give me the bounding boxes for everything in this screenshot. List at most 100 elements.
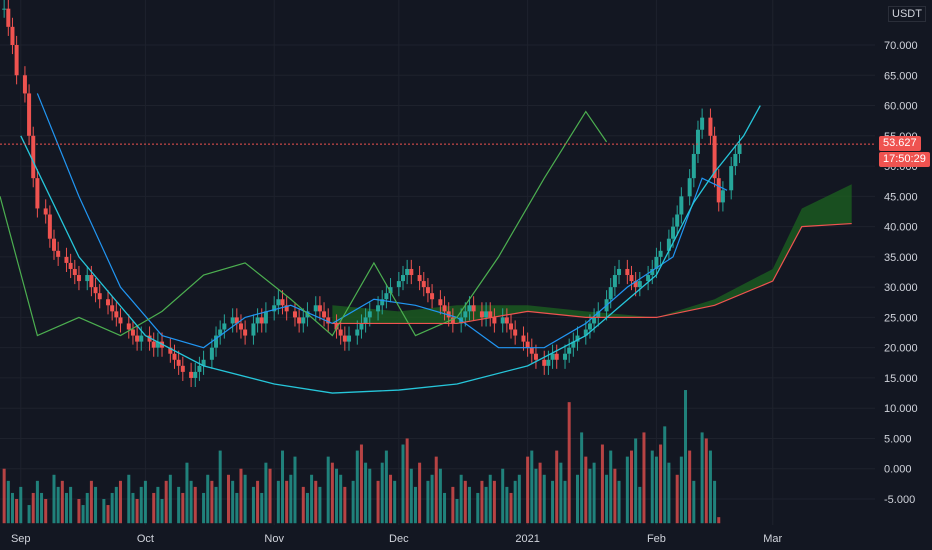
candle-body bbox=[238, 323, 243, 330]
volume-bar bbox=[376, 480, 380, 524]
price-axis[interactable]: 70.00065.00060.00055.00050.00045.00040.0… bbox=[884, 40, 918, 506]
volume-bar bbox=[52, 474, 56, 524]
volume-bar bbox=[634, 438, 638, 524]
candle-body bbox=[666, 238, 671, 251]
volume-bar bbox=[480, 480, 484, 524]
candle-body bbox=[384, 293, 389, 300]
volume-bar bbox=[584, 456, 588, 524]
volume-bar bbox=[94, 486, 98, 524]
volume-bar bbox=[335, 468, 339, 524]
candle-body bbox=[438, 299, 443, 306]
y-tick-label: 30.000 bbox=[884, 282, 918, 294]
ichimoku-cloud bbox=[332, 184, 852, 324]
candle-body bbox=[687, 178, 692, 197]
volume-bar bbox=[2, 468, 6, 524]
candle-body bbox=[292, 311, 297, 318]
candle-body bbox=[376, 305, 381, 312]
volume-bar bbox=[139, 486, 143, 524]
candle-body bbox=[421, 281, 426, 288]
volume-bar bbox=[675, 474, 679, 524]
candle-body bbox=[671, 226, 676, 239]
currency-unit-label[interactable]: USDT bbox=[888, 6, 926, 22]
volume-bar bbox=[713, 480, 717, 524]
candle-body bbox=[14, 45, 19, 76]
candle-body bbox=[106, 299, 111, 306]
volume-bar bbox=[684, 390, 688, 524]
volume-bar bbox=[285, 480, 289, 524]
y-tick-label: 70.000 bbox=[884, 40, 918, 52]
volume-bar bbox=[276, 480, 280, 524]
candle-body bbox=[563, 353, 568, 360]
volume-bar bbox=[143, 480, 147, 524]
chart-grid bbox=[0, 0, 875, 525]
candle-body bbox=[484, 311, 489, 318]
volume-bar bbox=[364, 462, 368, 524]
candle-body bbox=[176, 359, 181, 366]
candle-body bbox=[114, 311, 119, 318]
candle-body bbox=[513, 329, 518, 336]
candle-body bbox=[587, 323, 592, 330]
candle-body bbox=[533, 353, 538, 360]
candle-body bbox=[126, 323, 131, 330]
candle-body bbox=[342, 335, 347, 342]
candle-body bbox=[396, 281, 401, 288]
volume-bar bbox=[501, 468, 505, 524]
volume-bar bbox=[650, 450, 654, 524]
candle-body bbox=[189, 371, 194, 378]
candle-body bbox=[72, 268, 77, 276]
volume-bar bbox=[575, 474, 579, 524]
candle-body bbox=[700, 117, 705, 130]
volume-bar bbox=[418, 462, 422, 524]
volume-bar bbox=[488, 474, 492, 524]
volume-bar bbox=[638, 486, 642, 524]
volume-bar bbox=[19, 486, 23, 524]
volume-bar bbox=[168, 474, 172, 524]
candle-body bbox=[222, 323, 227, 330]
volume-bar bbox=[443, 492, 447, 524]
volume-bar bbox=[6, 480, 10, 524]
volume-bar bbox=[343, 486, 347, 524]
candle-body bbox=[56, 250, 61, 257]
volume-bar bbox=[613, 468, 617, 524]
volume-bar bbox=[538, 462, 542, 524]
candle-body bbox=[500, 317, 505, 324]
candle-body bbox=[201, 359, 206, 366]
volume-bar bbox=[77, 499, 81, 524]
candle-body bbox=[733, 153, 738, 167]
volume-bar bbox=[305, 492, 309, 524]
candle-body bbox=[617, 268, 622, 276]
volume-bar bbox=[542, 474, 546, 524]
candle-body bbox=[504, 317, 509, 324]
candle-body bbox=[625, 268, 630, 276]
volume-bar bbox=[600, 444, 604, 524]
candle-body bbox=[346, 335, 351, 342]
volume-bar bbox=[330, 462, 334, 524]
candle-body bbox=[243, 329, 248, 336]
y-tick-label: 5.000 bbox=[884, 433, 912, 445]
y-tick-label: 0.000 bbox=[884, 464, 912, 476]
y-tick-label: 20.000 bbox=[884, 343, 918, 355]
volume-bars bbox=[2, 390, 721, 524]
candle-body bbox=[575, 335, 580, 342]
candle-body bbox=[147, 335, 152, 342]
candle-body bbox=[363, 317, 368, 324]
volume-bar bbox=[484, 486, 488, 524]
volume-bar bbox=[44, 499, 48, 524]
candle-body bbox=[442, 305, 447, 312]
time-axis[interactable]: Sep Oct Nov Dec 2021 Feb Mar bbox=[11, 533, 783, 545]
volume-bar bbox=[459, 474, 463, 524]
candle-body bbox=[230, 317, 235, 324]
x-tick-label: Nov bbox=[264, 533, 284, 545]
volume-bar bbox=[218, 450, 222, 524]
volume-bar bbox=[318, 486, 322, 524]
volume-bar bbox=[156, 486, 160, 524]
candle-body bbox=[729, 166, 734, 191]
volume-bar bbox=[642, 432, 646, 524]
volume-bar bbox=[231, 480, 235, 524]
volume-bar bbox=[588, 468, 592, 524]
volume-bar bbox=[609, 450, 613, 524]
volume-bar bbox=[380, 462, 384, 524]
volume-bar bbox=[413, 486, 417, 524]
candle-body bbox=[209, 347, 214, 360]
